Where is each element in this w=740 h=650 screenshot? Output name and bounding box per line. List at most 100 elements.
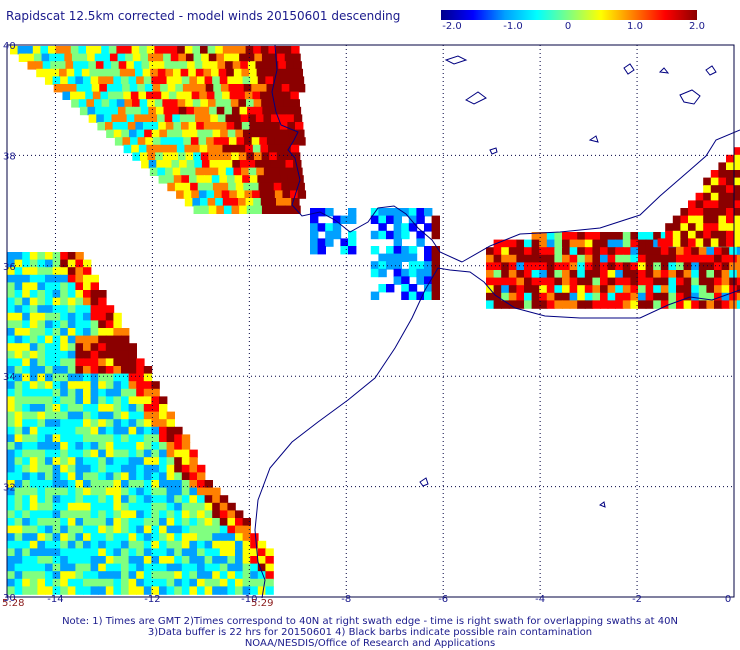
wind-cell (176, 190, 185, 199)
wind-cell (29, 502, 39, 512)
wind-cell (189, 472, 198, 481)
lat-label: 38 (3, 151, 16, 162)
wind-cell (189, 502, 198, 512)
wind-cell (250, 76, 259, 85)
wind-cell (136, 518, 145, 527)
wind-cell (45, 320, 54, 329)
wind-cell (128, 480, 137, 489)
wind-cell (280, 175, 289, 184)
wind-cell (203, 167, 212, 176)
wind-cell (695, 215, 704, 224)
wind-cell (83, 366, 92, 375)
wind-cell (592, 292, 601, 302)
wind-cell (181, 487, 191, 496)
wind-cell (90, 282, 99, 291)
wind-cell (98, 434, 107, 443)
wind-cell (113, 358, 122, 367)
wind-cell (230, 99, 240, 108)
wind-cell (68, 84, 78, 93)
wind-cell (22, 312, 31, 322)
wind-cell (142, 68, 152, 78)
wind-cell (726, 223, 735, 232)
wind-cell (645, 262, 654, 271)
wind-cell (292, 53, 301, 62)
wind-cell (282, 190, 291, 199)
wind-cell (408, 268, 418, 278)
wind-cell (159, 442, 168, 451)
wind-cell (235, 548, 244, 557)
wind-cell (123, 91, 132, 100)
wind-cell (163, 53, 172, 62)
wind-cell (29, 343, 39, 352)
wind-cell (174, 480, 183, 489)
wind-cell (416, 268, 425, 278)
wind-cell (283, 46, 292, 55)
wind-cell (121, 502, 130, 512)
wind-cell (378, 230, 387, 240)
wind-cell (710, 230, 720, 240)
wind-cell (253, 198, 262, 207)
wind-cell (569, 270, 578, 279)
wind-cell (212, 525, 221, 534)
wind-cell (274, 190, 284, 199)
wind-cell (688, 215, 697, 224)
wind-cell (660, 262, 670, 271)
wind-cell (29, 563, 39, 572)
wind-cell (166, 578, 175, 588)
island-menorca (705, 65, 717, 76)
wind-cell (645, 277, 654, 286)
wind-cell (736, 292, 740, 302)
wind-cell (733, 215, 740, 224)
wind-cell (29, 480, 39, 489)
wind-cell (688, 223, 697, 232)
wind-cell (524, 247, 533, 256)
wind-cell (29, 510, 39, 519)
wind-cell (7, 282, 16, 291)
wind-cell (729, 247, 738, 256)
wind-cell (101, 46, 110, 55)
wind-cell (660, 300, 670, 309)
wind-cell (60, 259, 69, 268)
wind-cell (22, 335, 31, 344)
wind-cell (7, 290, 16, 299)
wind-cell (98, 388, 107, 398)
wind-cell (143, 525, 153, 534)
wind-cell (22, 533, 31, 542)
wind-cell (291, 99, 300, 108)
wind-cell (431, 246, 440, 255)
wind-cell (67, 495, 77, 504)
wind-cell (255, 114, 265, 123)
wind-cell (189, 578, 198, 588)
wind-cell (121, 419, 130, 428)
wind-cell (181, 586, 191, 595)
wind-cell (14, 274, 23, 284)
wind-cell (665, 230, 674, 240)
wind-cell (60, 480, 69, 489)
wind-cell (190, 182, 199, 192)
wind-cell (136, 487, 145, 496)
wind-cell (600, 277, 609, 286)
wind-cell (183, 190, 193, 199)
wind-cell (181, 510, 191, 519)
wind-cell (726, 177, 735, 186)
wind-cell (524, 300, 533, 309)
wind-cell (52, 282, 61, 291)
wind-cell (151, 518, 160, 527)
wind-cell (245, 198, 254, 207)
wind-cell (78, 99, 88, 108)
wind-cell (173, 68, 182, 78)
wind-cell (151, 396, 160, 405)
wind-cell (726, 238, 735, 247)
wind-cell (128, 457, 137, 466)
wind-cell (202, 61, 211, 70)
wind-cell (171, 106, 180, 116)
wind-cell (29, 305, 39, 314)
swath-time-right: 5:29 (251, 598, 274, 609)
wind-cell (688, 238, 697, 247)
wind-cell (98, 343, 107, 352)
wind-cell (128, 556, 137, 565)
wind-cell (14, 267, 23, 276)
wind-cell (691, 270, 700, 279)
wind-cell (136, 358, 145, 367)
wind-cell (258, 84, 268, 93)
